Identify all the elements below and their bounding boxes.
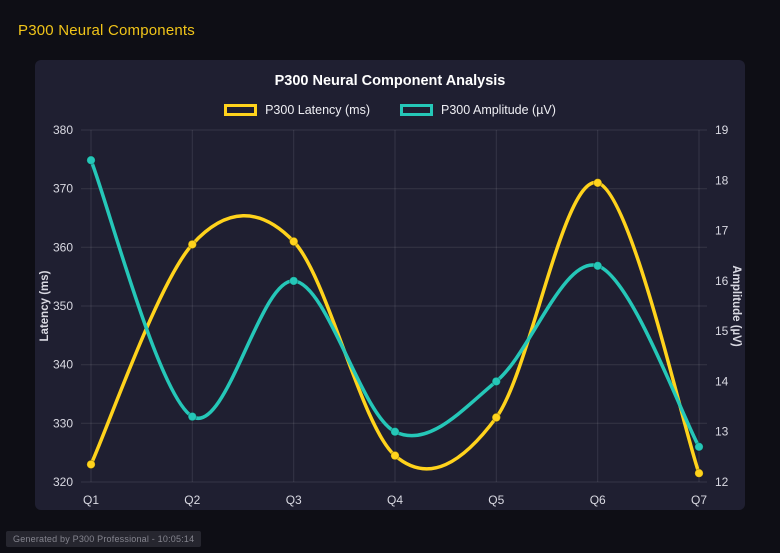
right-axis-tick: 15 bbox=[715, 324, 729, 338]
page-heading: P300 Neural Components bbox=[18, 22, 196, 39]
data-point bbox=[86, 155, 96, 165]
data-point bbox=[187, 239, 198, 250]
right-axis-tick: 17 bbox=[715, 224, 729, 238]
chart-title: P300 Neural Component Analysis bbox=[274, 73, 506, 89]
legend-item-1[interactable]: P300 Latency (ms) bbox=[224, 103, 370, 117]
right-axis-tick: 12 bbox=[715, 475, 729, 489]
data-point bbox=[390, 450, 400, 461]
legend-label: P300 Amplitude (µV) bbox=[441, 102, 556, 117]
data-point bbox=[491, 412, 501, 423]
right-axis-tick: 19 bbox=[715, 123, 729, 137]
legend-label: P300 Latency (ms) bbox=[265, 102, 370, 117]
x-axis-tick: Q7 bbox=[691, 493, 707, 507]
left-axis-tick: 360 bbox=[53, 240, 73, 254]
footer-badge: Generated by P300 Professional - 10:05:1… bbox=[6, 531, 202, 547]
data-point bbox=[86, 459, 96, 470]
x-axis-tick: Q6 bbox=[590, 493, 606, 507]
data-point bbox=[694, 442, 704, 452]
left-axis-tick: 370 bbox=[53, 182, 73, 196]
legend-swatch bbox=[224, 103, 258, 116]
data-point bbox=[593, 178, 603, 188]
right-axis-tick: 13 bbox=[715, 425, 729, 439]
right-axis-tick: 18 bbox=[715, 173, 729, 187]
data-point bbox=[694, 468, 704, 478]
legend-swatch bbox=[400, 103, 433, 116]
left-axis-title: Latency (ms) bbox=[39, 270, 51, 341]
data-point bbox=[390, 427, 400, 437]
data-point bbox=[289, 276, 299, 286]
data-point bbox=[491, 376, 501, 387]
chart-panel: P300 Neural Component Analysis P300 Late… bbox=[35, 60, 745, 510]
x-axis-tick: Q2 bbox=[184, 493, 200, 507]
chart-legend: P300 Latency (ms) P300 Amplitude (µV) bbox=[35, 102, 745, 117]
data-point bbox=[289, 236, 299, 247]
x-axis-tick: Q3 bbox=[286, 493, 302, 507]
left-axis-tick: 330 bbox=[53, 416, 73, 430]
left-axis-tick: 320 bbox=[53, 475, 73, 489]
x-axis-tick: Q1 bbox=[83, 493, 99, 507]
right-axis-title: Amplitude (µV) bbox=[730, 265, 742, 347]
legend-item-2[interactable]: P300 Amplitude (µV) bbox=[400, 103, 556, 117]
right-axis-tick: 16 bbox=[715, 274, 729, 288]
left-axis-tick: 340 bbox=[53, 358, 73, 372]
data-point bbox=[593, 261, 603, 271]
data-point bbox=[187, 411, 198, 422]
left-axis-tick: 350 bbox=[53, 299, 73, 313]
x-axis-tick: Q5 bbox=[488, 493, 504, 507]
x-axis-tick: Q4 bbox=[387, 493, 403, 507]
left-axis-tick: 380 bbox=[53, 123, 73, 137]
right-axis-tick: 14 bbox=[715, 374, 729, 388]
line-chart: 320 330 340 350 360 370 380 12 13 14 15 16 17 18 19 Q1 Q… bbox=[39, 123, 742, 507]
